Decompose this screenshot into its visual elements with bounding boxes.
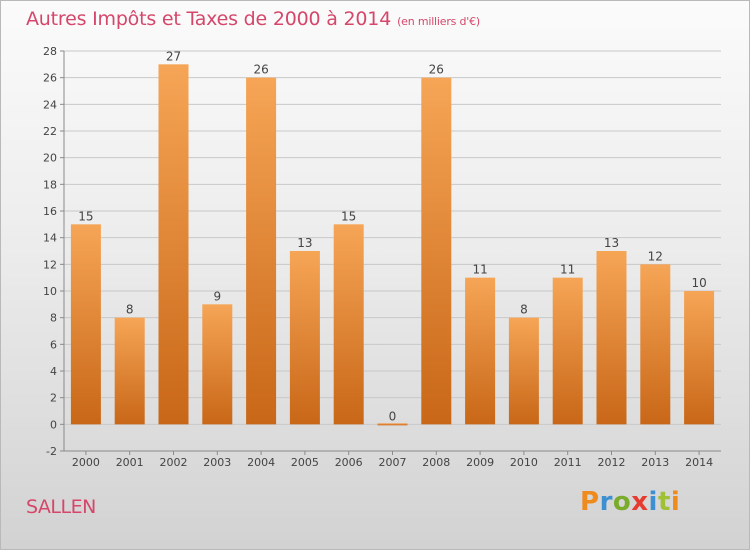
y-tick-label: 26: [43, 72, 57, 85]
logo-letter: r: [599, 487, 613, 517]
data-label: 9: [213, 289, 221, 303]
y-tick-label: 24: [43, 98, 57, 111]
data-label: 26: [253, 63, 268, 77]
y-tick-label: 18: [43, 178, 57, 191]
logo-letter: i: [670, 487, 681, 517]
bar: [465, 277, 496, 425]
chart-subtitle: (en milliers d'€): [397, 15, 480, 28]
bar: [508, 317, 539, 425]
logo-letter: P: [580, 487, 600, 517]
bars: [70, 64, 715, 426]
proxiti-logo: Proxiti: [580, 487, 680, 517]
x-tick-label: 2001: [116, 456, 144, 469]
chart-title: Autres Impôts et Taxes de 2000 à 2014 (en…: [26, 8, 480, 30]
bar: [596, 251, 627, 425]
y-tick-label: 14: [43, 232, 57, 245]
y-tick-label: -2: [46, 445, 57, 458]
bar: [202, 304, 233, 425]
data-label: 11: [472, 263, 487, 277]
y-tick-label: 2: [50, 392, 57, 405]
data-label: 13: [604, 236, 619, 250]
x-tick-label: 2007: [379, 456, 407, 469]
data-label: 12: [648, 249, 663, 263]
bar: [114, 317, 145, 425]
bar: [552, 277, 583, 425]
y-tick-label: 22: [43, 125, 57, 138]
data-label: 27: [166, 49, 181, 63]
y-tick-label: 20: [43, 152, 57, 165]
data-label: 15: [78, 209, 93, 223]
data-label: 0: [389, 409, 397, 423]
x-tick-label: 2013: [641, 456, 669, 469]
logo-letter: x: [631, 487, 649, 517]
chart-title-text: Autres Impôts et Taxes de 2000 à 2014: [26, 8, 392, 30]
y-tick-label: 10: [43, 285, 57, 298]
y-tick-label: 12: [43, 258, 57, 271]
data-label: 10: [691, 276, 706, 290]
x-tick-label: 2006: [335, 456, 363, 469]
y-tick-label: 28: [43, 45, 57, 58]
x-tick-label: 2003: [203, 456, 231, 469]
data-label: 8: [520, 303, 528, 317]
data-label: 15: [341, 209, 356, 223]
x-tick-label: 2014: [685, 456, 713, 469]
x-tick-label: 2004: [247, 456, 275, 469]
x-tick-label: 2008: [422, 456, 450, 469]
x-tick-label: 2000: [72, 456, 100, 469]
data-label: 26: [429, 63, 444, 77]
y-tick-label: 6: [50, 338, 57, 351]
y-tick-label: 0: [50, 418, 57, 431]
x-tick-label: 2009: [466, 456, 494, 469]
logo-letter: t: [657, 487, 671, 517]
logo-letter: i: [648, 487, 658, 517]
x-tick-label: 2010: [510, 456, 538, 469]
bar: [333, 224, 364, 425]
bar: [377, 423, 408, 426]
data-label: 11: [560, 263, 575, 277]
x-tick-label: 2012: [598, 456, 626, 469]
y-tick-label: 16: [43, 205, 57, 218]
logo-letter: o: [612, 487, 632, 517]
bar: [158, 64, 189, 425]
x-tick-label: 2002: [160, 456, 188, 469]
y-tick-label: 8: [50, 312, 57, 325]
bar: [640, 264, 671, 425]
bar: [289, 251, 320, 425]
data-labels: 15 8 27 9 26 13 15 0 26 11 8 11 13 12 10: [78, 49, 706, 423]
bar: [246, 77, 277, 425]
bar: [70, 224, 101, 425]
y-tick-label: 4: [50, 365, 57, 378]
data-label: 8: [126, 303, 134, 317]
x-tick-label: 2011: [554, 456, 582, 469]
place-name: SALLEN: [26, 496, 96, 518]
x-tick-label: 2005: [291, 456, 319, 469]
bar: [684, 291, 715, 425]
bar: [421, 77, 452, 425]
data-label: 13: [297, 236, 312, 250]
